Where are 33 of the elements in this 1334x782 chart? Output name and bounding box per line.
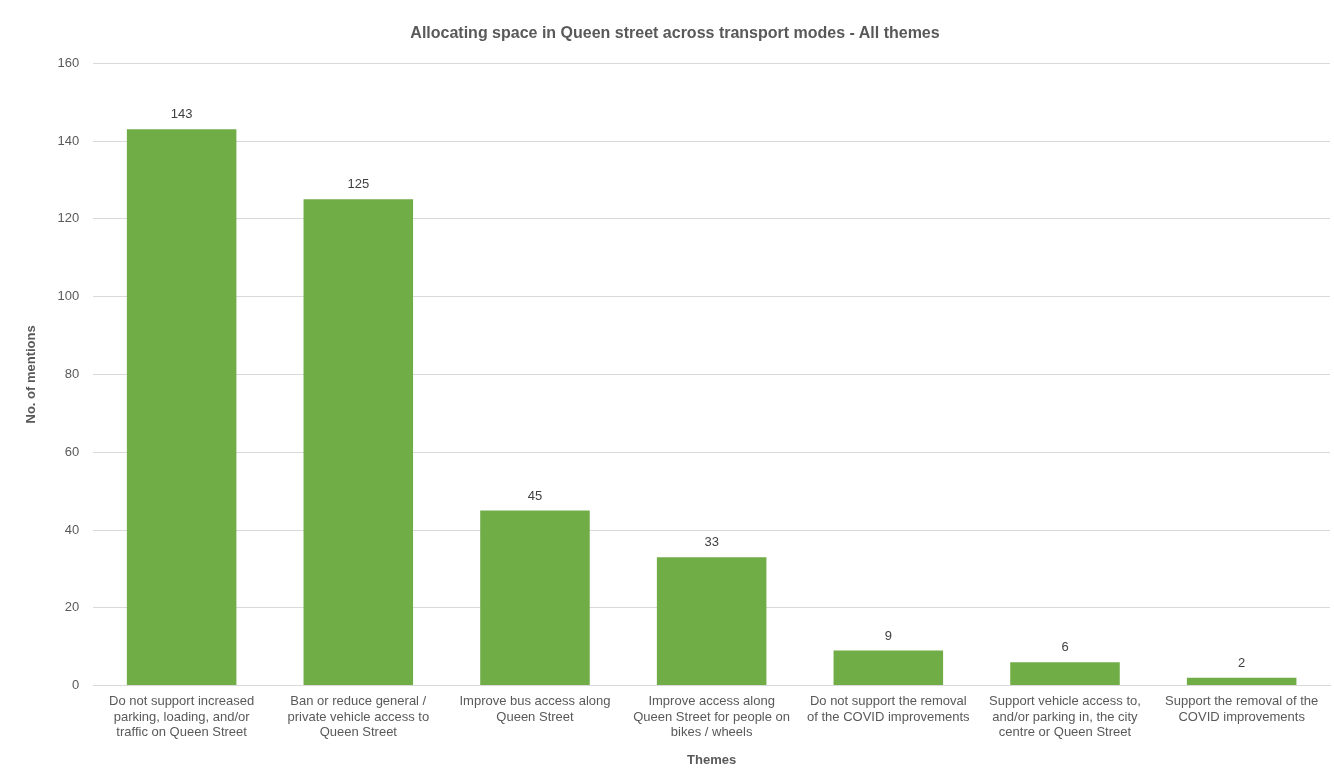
- data-label: 2: [1238, 654, 1246, 670]
- y-tick-label: 0: [72, 677, 80, 693]
- y-tick-label: 40: [64, 521, 80, 537]
- bar: [126, 129, 237, 686]
- data-label: 6: [1061, 639, 1069, 655]
- bar: [1010, 662, 1120, 686]
- chart-title: Allocating space in Queen street across transport modes - All themes: [410, 24, 940, 42]
- x-tick-label: Improve access along Queen Street for people on bikes / wheels: [633, 692, 791, 740]
- x-tick-label: Ban or reduce general / private vehicle access to Queen Street: [287, 692, 430, 740]
- x-tick-label: Support the removal of the COVID improvements: [1165, 692, 1319, 724]
- y-tick-label: 60: [64, 443, 80, 459]
- bar: [1186, 677, 1297, 686]
- x-tick-label: Improve bus access along Queen Street: [459, 692, 611, 724]
- data-label: 33: [704, 534, 719, 550]
- data-label: 143: [170, 106, 193, 122]
- data-label: 45: [527, 487, 543, 503]
- bar: [833, 650, 944, 686]
- x-axis-title: Themes: [687, 751, 737, 767]
- y-tick-label: 100: [57, 288, 80, 304]
- bar: [480, 510, 590, 686]
- x-tick-label: Support vehicle access to, and/or parking in, the city centre or Queen Street: [989, 692, 1141, 740]
- data-label: 125: [347, 176, 370, 192]
- y-tick-label: 160: [57, 54, 80, 70]
- bar: [656, 557, 767, 686]
- x-tick-label: Do not support the removal of the COVID improvements: [807, 692, 971, 724]
- y-tick-label: 20: [64, 599, 80, 615]
- x-tick-label: Do not support increased parking, loading, and/or traffic on Queen Street: [108, 692, 255, 740]
- data-label: 9: [884, 627, 892, 643]
- bar: [303, 199, 414, 686]
- y-axis-title: No. of mentions: [23, 325, 39, 424]
- y-tick-label: 120: [57, 210, 80, 226]
- y-tick-label: 140: [57, 132, 80, 148]
- y-tick-label: 80: [64, 365, 80, 381]
